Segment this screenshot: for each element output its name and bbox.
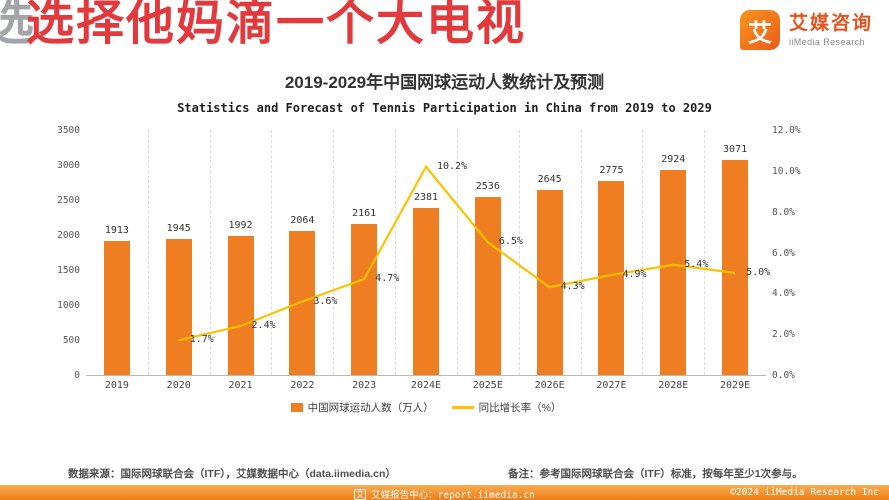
x-axis-label: 2028E bbox=[658, 380, 689, 391]
bar-series-label: 中国网球运动人数（万人） bbox=[307, 402, 434, 414]
x-axis-label: 2023 bbox=[352, 380, 377, 391]
bar-2022 bbox=[289, 230, 316, 375]
bar-value-label: 1992 bbox=[228, 219, 253, 231]
x-axis-label: 2024E bbox=[410, 380, 442, 391]
plot-area: 1913 1945 1992 2064 2161 2381 2536 2645 2775 2924… bbox=[86, 130, 770, 376]
bar-2020 bbox=[165, 238, 192, 375]
right-axis-tick: 6.0% bbox=[772, 247, 795, 259]
watermark-ghost-text: 选 bbox=[0, 0, 35, 50]
left-axis-tick: 500 bbox=[62, 335, 80, 346]
x-axis-label: 2029E bbox=[720, 380, 751, 391]
bar-value-label: 2924 bbox=[661, 154, 686, 166]
gridline bbox=[395, 130, 397, 375]
growth-rate-label: 2.4% bbox=[251, 320, 276, 331]
logo-name-cn: 艾媒咨询 bbox=[788, 12, 873, 34]
right-axis-tick: 10.0% bbox=[772, 165, 801, 177]
x-axis-labels: 2019 2020 2021 2022 2023 2024E 2025E 2026E 2027E… bbox=[86, 380, 766, 394]
right-axis: 0.0% 2.0% 4.0% 6.0% 8.0% 10.0% 12.0% bbox=[772, 125, 822, 381]
iimedia-logo: 艾 艾媒咨询 iiMedia Research bbox=[739, 10, 873, 50]
x-axis-label: 2022 bbox=[290, 380, 315, 391]
bar-series-swatch bbox=[290, 403, 303, 412]
growth-rate-label: 5.0% bbox=[746, 266, 771, 278]
iimedia-logo-text: 艾媒咨询 iiMedia Research bbox=[788, 12, 873, 47]
watermark-text: 选择他妈滴一个大电视 bbox=[26, 0, 527, 50]
footer-bar: 艾艾媒报告中心：report.iimedia.cn ©2024 iiMedia … bbox=[0, 485, 889, 500]
growth-rate-label: 4.9% bbox=[622, 268, 647, 280]
footer-report-center: 艾媒报告中心：report.iimedia.cn bbox=[371, 490, 535, 500]
growth-rate-label: 6.5% bbox=[498, 236, 523, 248]
bar-2027E bbox=[598, 180, 625, 375]
data-source-note: 数据来源：国际网球联合会（ITF），艾媒数据中心（data.iimedia.cn… bbox=[68, 468, 396, 480]
left-axis-tick: 3000 bbox=[57, 160, 80, 171]
x-axis-label: 2021 bbox=[228, 380, 253, 391]
gridline bbox=[147, 130, 149, 375]
x-axis-label: 2025E bbox=[472, 380, 503, 391]
chart-title: 2019-2029年中国网球运动人数统计及预测 bbox=[284, 73, 605, 92]
right-axis-tick: 8.0% bbox=[772, 206, 795, 218]
gridline bbox=[209, 130, 211, 375]
footer-logo-icon: 艾 bbox=[354, 489, 367, 500]
x-axis-label: 2027E bbox=[596, 380, 627, 391]
growth-rate-label: 4.7% bbox=[375, 273, 400, 285]
remark-note: 备注：参考国际网球联合会（ITF）标准，按每年至少1次参与。 bbox=[508, 468, 803, 480]
right-axis-tick: 12.0% bbox=[772, 125, 801, 136]
legend-item-bars: 中国网球运动人数（万人） bbox=[290, 400, 434, 415]
bar-value-label: 1945 bbox=[166, 222, 191, 234]
gridline bbox=[456, 130, 458, 375]
gridline bbox=[642, 130, 644, 375]
growth-rate-label: 1.7% bbox=[189, 334, 214, 346]
bar-2019 bbox=[103, 241, 130, 375]
line-series-label: 同比增长率（%） bbox=[478, 402, 562, 414]
bar-2025E bbox=[474, 197, 501, 375]
bar-value-label: 2064 bbox=[290, 214, 315, 226]
bar-2021 bbox=[227, 235, 254, 375]
gridline bbox=[271, 130, 273, 375]
left-axis-tick: 3500 bbox=[57, 125, 80, 136]
iimedia-logo-icon: 艾 bbox=[739, 10, 780, 50]
growth-rate-label: 3.6% bbox=[313, 295, 338, 307]
growth-rate-label: 5.4% bbox=[684, 258, 709, 270]
right-axis-tick: 4.0% bbox=[772, 288, 795, 300]
bar-2026E bbox=[536, 189, 563, 375]
growth-rate-label: 4.3% bbox=[560, 281, 585, 293]
bar-value-label: 2381 bbox=[413, 192, 439, 204]
bar-2028E bbox=[660, 170, 687, 375]
x-axis-label: 2020 bbox=[166, 380, 191, 391]
bar-value-label: 1913 bbox=[104, 225, 129, 237]
bar-value-label: 2161 bbox=[352, 207, 377, 219]
legend-item-line: 同比增长率（%） bbox=[451, 400, 562, 415]
logo-name-en: iiMedia Research bbox=[788, 36, 865, 47]
chart-subtitle: Statistics and Forecast of Tennis Partic… bbox=[177, 101, 712, 115]
bar-value-label: 3071 bbox=[723, 144, 748, 156]
gridline bbox=[333, 130, 335, 375]
right-axis-tick: 2.0% bbox=[772, 329, 795, 341]
gridline bbox=[580, 130, 582, 375]
bar-value-label: 2645 bbox=[537, 173, 562, 185]
left-axis-tick: 1500 bbox=[57, 265, 80, 276]
left-axis: 0 500 1000 1500 2000 2500 3000 3500 bbox=[34, 125, 80, 381]
bar-2029E bbox=[722, 160, 749, 375]
line-series-swatch bbox=[451, 406, 474, 409]
footer-copyright: ©2024 iiMedia Research Inc bbox=[730, 487, 879, 498]
x-axis-label: 2019 bbox=[104, 380, 129, 391]
gridline bbox=[518, 130, 520, 375]
x-axis-label: 2026E bbox=[534, 380, 565, 391]
left-axis-tick: 0 bbox=[74, 370, 80, 381]
growth-rate-label: 10.2% bbox=[437, 160, 468, 172]
left-axis-tick: 2500 bbox=[57, 195, 80, 206]
right-axis-tick: 0.0% bbox=[772, 370, 795, 381]
left-axis-tick: 2000 bbox=[57, 230, 80, 241]
growth-rate-line bbox=[178, 164, 736, 342]
left-axis-tick: 1000 bbox=[57, 300, 80, 311]
bar-value-label: 2536 bbox=[475, 181, 500, 193]
chart-legend: 中国网球运动人数（万人） 同比增长率（%） bbox=[86, 400, 766, 415]
bar-2023 bbox=[351, 223, 378, 375]
bar-2024E bbox=[413, 208, 439, 375]
bar-value-label: 2775 bbox=[599, 164, 624, 176]
gridline bbox=[704, 130, 706, 375]
